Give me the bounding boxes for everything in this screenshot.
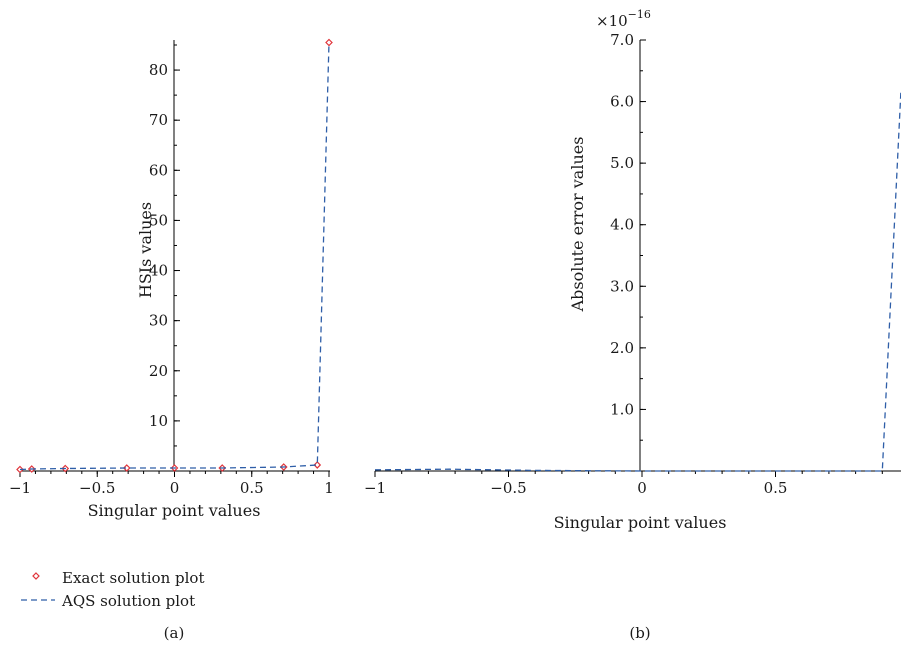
legend-label-aqs: AQS solution plot [61,592,195,610]
panel-label-b: (b) [629,624,650,642]
chart-panel-b: −1 −0.5 0 0.5 1.0 2.0 3.0 4.0 5.0 6.0 7.0 ×10−16 S… [364,8,901,642]
y-tick-label-a: 70 [149,111,168,129]
ticks-panel-b: −1 −0.5 0 0.5 1.0 2.0 3.0 4.0 5.0 6.0 7.0 [364,31,883,497]
data-point-a [122,464,131,472]
y-tick-label-a: 80 [149,61,168,79]
y-tick-label-a: 20 [149,362,168,380]
x-tick-label-a: −0.5 [79,479,115,497]
x-tick-label-a: 0 [170,479,180,497]
y-tick-label-b: 4.0 [610,216,634,234]
x-tick-label-a: 1 [324,479,334,497]
legend-diamond-marker [32,572,40,580]
series-line-b-0 [374,89,901,472]
x-tick-label-b: 0 [637,479,647,497]
y-tick-label-a: 50 [149,211,168,229]
legend-label-exact: Exact solution plot [62,569,204,587]
marks-panel-a [16,38,333,474]
y-tick-label-b: 6.0 [610,93,634,111]
y-tick-label-a: 30 [149,312,168,330]
y-tick-label-b: 3.0 [610,277,634,295]
x-tick-label-b: −0.5 [490,479,526,497]
x-axis-title-a: Singular point values [88,501,261,520]
x-tick-label-a: 0.5 [240,479,264,497]
legend: Exact solution plot AQS solution plot [21,569,204,610]
x-tick-label-a: −1 [9,479,31,497]
x-tick-label-b: 0.5 [764,479,788,497]
x-axis-title-b: Singular point values [554,513,727,532]
y-tick-label-a: 60 [149,161,168,179]
y-tick-label-b: 5.0 [610,154,634,172]
y-scale-exponent-b: −16 [628,8,651,21]
series-line-a-1 [19,42,330,471]
y-axis-title-b: Absolute error values [568,137,587,313]
data-point-a [313,461,322,469]
ticks-panel-a: −1 −0.5 0 0.5 1 10 20 30 40 50 60 70 80 [9,44,334,497]
y-tick-label-a: 40 [149,262,168,280]
y-axis-title-a: HSIs values [136,202,155,298]
panel-label-a: (a) [164,624,185,642]
y-tick-label-b: 7.0 [610,31,634,49]
y-scale-base-b: ×10 [596,12,628,30]
y-tick-label-a: 10 [149,412,168,430]
x-tick-label-b: −1 [364,479,386,497]
legend-item-exact: Exact solution plot [32,569,204,587]
y-tick-label-b: 2.0 [610,339,634,357]
legend-item-aqs: AQS solution plot [21,592,195,610]
y-tick-label-b: 1.0 [610,400,634,418]
chart-panel-a: −1 −0.5 0 0.5 1 10 20 30 40 50 60 70 80 Singular poi… [9,38,334,642]
y-scale-multiplier-b: ×10−16 [596,8,651,30]
marks-panel-b [374,89,901,472]
